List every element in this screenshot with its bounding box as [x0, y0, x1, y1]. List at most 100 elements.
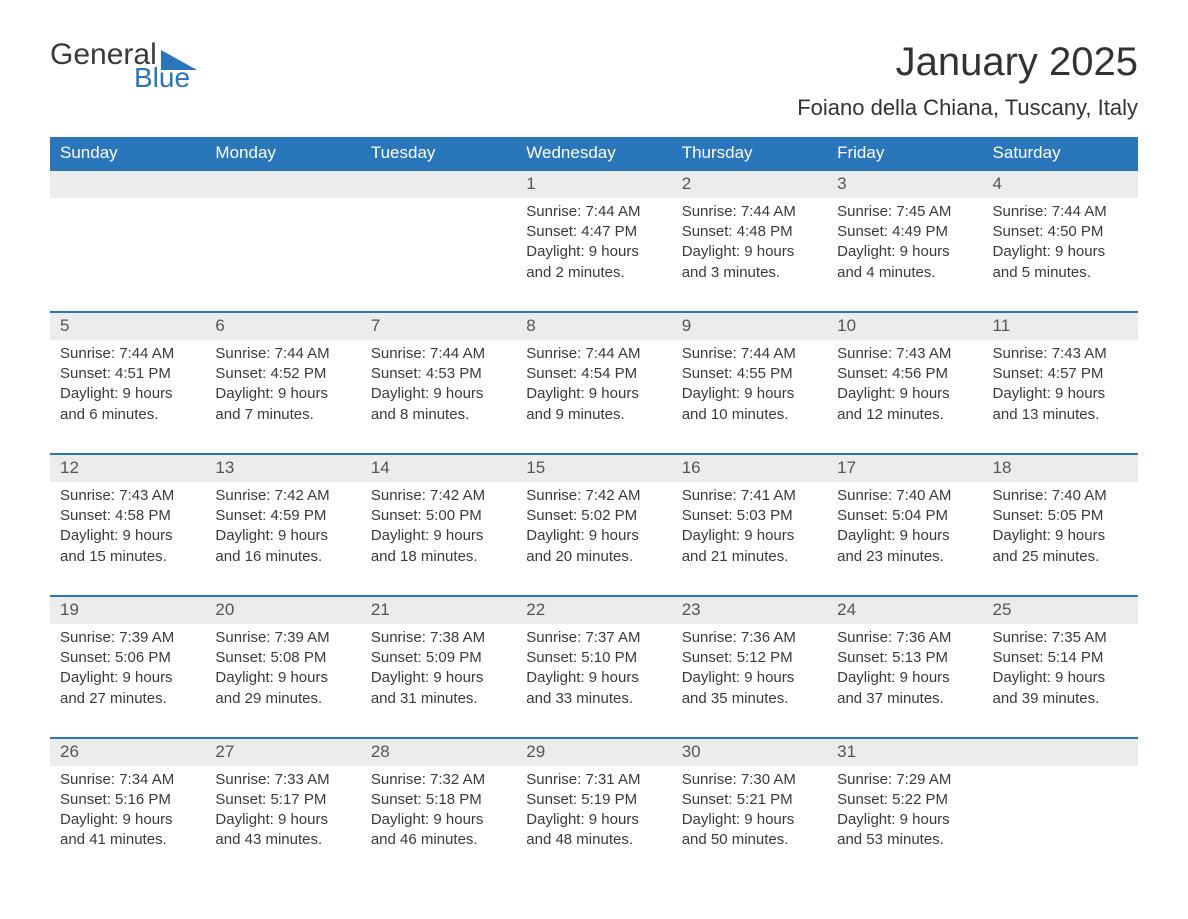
weekday-header: Thursday	[672, 137, 827, 170]
daylight-text: Daylight: 9 hours	[215, 668, 354, 688]
day-number: 20	[205, 596, 360, 624]
day-number: 31	[827, 738, 982, 766]
header: General Blue January 2025 Foiano della C…	[50, 40, 1138, 131]
daylight-text: Daylight: 9 hours	[837, 668, 976, 688]
sunrise-text: Sunrise: 7:36 AM	[682, 628, 821, 648]
daylight-text: and 27 minutes.	[60, 689, 199, 709]
day-number: 19	[50, 596, 205, 624]
location-subtitle: Foiano della Chiana, Tuscany, Italy	[797, 95, 1138, 121]
sunset-text: Sunset: 5:08 PM	[215, 648, 354, 668]
sunset-text: Sunset: 5:00 PM	[371, 506, 510, 526]
daylight-text: and 50 minutes.	[682, 830, 821, 850]
day-number-row: 567891011	[50, 312, 1138, 340]
sunrise-text: Sunrise: 7:29 AM	[837, 770, 976, 790]
sunrise-text: Sunrise: 7:44 AM	[682, 344, 821, 364]
day-cell: Sunrise: 7:40 AMSunset: 5:04 PMDaylight:…	[827, 482, 982, 596]
daylight-text: Daylight: 9 hours	[682, 668, 821, 688]
day-cell: Sunrise: 7:37 AMSunset: 5:10 PMDaylight:…	[516, 624, 671, 738]
day-cell: Sunrise: 7:39 AMSunset: 5:08 PMDaylight:…	[205, 624, 360, 738]
daylight-text: and 20 minutes.	[526, 547, 665, 567]
empty-cell	[50, 170, 205, 198]
sunset-text: Sunset: 5:02 PM	[526, 506, 665, 526]
day-number: 29	[516, 738, 671, 766]
daylight-text: and 9 minutes.	[526, 405, 665, 425]
daylight-text: Daylight: 9 hours	[371, 384, 510, 404]
day-cell: Sunrise: 7:44 AMSunset: 4:50 PMDaylight:…	[983, 198, 1138, 312]
sunrise-text: Sunrise: 7:33 AM	[215, 770, 354, 790]
empty-cell	[983, 738, 1138, 766]
sunrise-text: Sunrise: 7:44 AM	[60, 344, 199, 364]
daylight-text: and 18 minutes.	[371, 547, 510, 567]
sunset-text: Sunset: 4:51 PM	[60, 364, 199, 384]
daylight-text: and 2 minutes.	[526, 263, 665, 283]
day-number: 13	[205, 454, 360, 482]
sunrise-text: Sunrise: 7:36 AM	[837, 628, 976, 648]
day-detail-row: Sunrise: 7:44 AMSunset: 4:47 PMDaylight:…	[50, 198, 1138, 312]
daylight-text: and 53 minutes.	[837, 830, 976, 850]
sunrise-text: Sunrise: 7:41 AM	[682, 486, 821, 506]
daylight-text: and 37 minutes.	[837, 689, 976, 709]
daylight-text: and 8 minutes.	[371, 405, 510, 425]
daylight-text: Daylight: 9 hours	[837, 810, 976, 830]
empty-cell	[983, 766, 1138, 879]
day-number: 21	[361, 596, 516, 624]
sunrise-text: Sunrise: 7:39 AM	[60, 628, 199, 648]
sunrise-text: Sunrise: 7:30 AM	[682, 770, 821, 790]
sunset-text: Sunset: 5:13 PM	[837, 648, 976, 668]
day-cell: Sunrise: 7:42 AMSunset: 5:00 PMDaylight:…	[361, 482, 516, 596]
day-number: 7	[361, 312, 516, 340]
sunrise-text: Sunrise: 7:42 AM	[371, 486, 510, 506]
day-number: 8	[516, 312, 671, 340]
logo-word-blue: Blue	[134, 64, 190, 92]
sunset-text: Sunset: 5:18 PM	[371, 790, 510, 810]
daylight-text: and 15 minutes.	[60, 547, 199, 567]
daylight-text: and 13 minutes.	[993, 405, 1132, 425]
daylight-text: and 29 minutes.	[215, 689, 354, 709]
sunrise-text: Sunrise: 7:32 AM	[371, 770, 510, 790]
daylight-text: and 31 minutes.	[371, 689, 510, 709]
weekday-header: Sunday	[50, 137, 205, 170]
sunset-text: Sunset: 5:16 PM	[60, 790, 199, 810]
day-cell: Sunrise: 7:43 AMSunset: 4:57 PMDaylight:…	[983, 340, 1138, 454]
day-number: 9	[672, 312, 827, 340]
daylight-text: Daylight: 9 hours	[215, 526, 354, 546]
day-number: 2	[672, 170, 827, 198]
day-detail-row: Sunrise: 7:44 AMSunset: 4:51 PMDaylight:…	[50, 340, 1138, 454]
day-cell: Sunrise: 7:39 AMSunset: 5:06 PMDaylight:…	[50, 624, 205, 738]
day-detail-row: Sunrise: 7:34 AMSunset: 5:16 PM Daylight:…	[50, 766, 1138, 879]
sunset-text: Sunset: 4:56 PM	[837, 364, 976, 384]
daylight-text: Daylight: 9 hours	[526, 526, 665, 546]
sunrise-text: Sunrise: 7:44 AM	[215, 344, 354, 364]
day-cell: Sunrise: 7:42 AMSunset: 4:59 PMDaylight:…	[205, 482, 360, 596]
sunrise-text: Sunrise: 7:34 AM	[60, 770, 199, 790]
day-cell: Sunrise: 7:44 AMSunset: 4:51 PMDaylight:…	[50, 340, 205, 454]
day-number: 27	[205, 738, 360, 766]
daylight-text: and 25 minutes.	[993, 547, 1132, 567]
sunset-text: Sunset: 5:06 PM	[60, 648, 199, 668]
day-cell: Sunrise: 7:31 AMSunset: 5:19 PMDaylight:…	[516, 766, 671, 879]
empty-cell	[205, 198, 360, 312]
daylight-text: Daylight: 9 hours	[371, 810, 510, 830]
daylight-text: Daylight: 9 hours	[371, 526, 510, 546]
day-number: 15	[516, 454, 671, 482]
daylight-text: Daylight: 9 hours	[60, 526, 199, 546]
day-number: 4	[983, 170, 1138, 198]
sunrise-text: Sunrise: 7:37 AM	[526, 628, 665, 648]
sunrise-text: Sunrise: 7:44 AM	[526, 344, 665, 364]
sunrise-text: Sunrise: 7:44 AM	[993, 202, 1132, 222]
daylight-text: Daylight: 9 hours	[682, 384, 821, 404]
sunrise-text: Sunrise: 7:35 AM	[993, 628, 1132, 648]
empty-cell	[361, 198, 516, 312]
daylight-text: Daylight: 9 hours	[371, 668, 510, 688]
daylight-text: and 35 minutes.	[682, 689, 821, 709]
weekday-header: Monday	[205, 137, 360, 170]
day-number: 1	[516, 170, 671, 198]
sunrise-text: Sunrise: 7:43 AM	[837, 344, 976, 364]
sunrise-text: Sunrise: 7:44 AM	[371, 344, 510, 364]
daylight-text: Daylight: 9 hours	[215, 810, 354, 830]
day-number: 30	[672, 738, 827, 766]
sunset-text: Sunset: 5:19 PM	[526, 790, 665, 810]
logo: General Blue	[50, 40, 197, 92]
day-number: 3	[827, 170, 982, 198]
daylight-text: and 12 minutes.	[837, 405, 976, 425]
